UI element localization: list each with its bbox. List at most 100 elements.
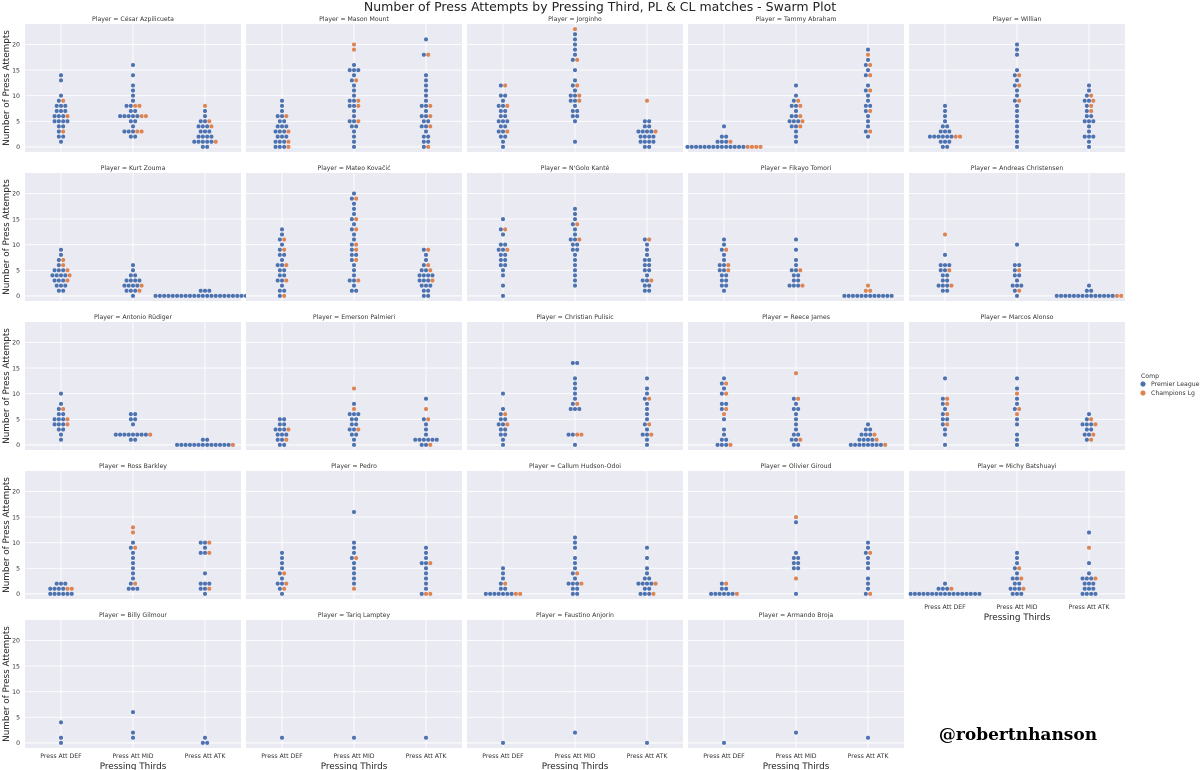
swarm-point-premier-league [645,437,649,442]
swarm-point-premier-league [59,73,63,78]
swarm-point-premier-league [498,412,503,417]
swarm-point-premier-league [794,93,798,98]
panel-olivier-giroud: Player = Olivier Giroud [688,463,904,599]
swarm-point-premier-league [203,109,207,114]
swarm-point-premier-league [1087,412,1091,417]
swarm-point-premier-league [1084,288,1089,293]
swarm-point-premier-league [796,283,801,288]
swarm-point-premier-league [347,119,352,124]
swarm-point-premier-league [131,730,135,735]
swarm-point-premier-league [501,391,505,396]
swarm-point-champions-lg [284,437,289,442]
swarm-point-premier-league [568,407,573,412]
swarm-point-premier-league [794,139,798,144]
swarm-point-champions-lg [503,412,508,417]
swarm-point-premier-league [960,591,965,596]
swarm-point-premier-league [280,576,284,581]
swarm-point-premier-league [54,103,59,108]
swarm-point-champions-lg [354,556,359,561]
swarm-point-premier-league [419,442,424,447]
y-tick-label: 15 [12,663,20,670]
swarm-point-premier-league [280,437,284,442]
swarm-point-premier-league [277,129,282,134]
swarm-point-premier-league [417,437,422,442]
swarm-point-premier-league [645,129,649,134]
x-tick-label: Press Att ATK [406,753,448,760]
swarm-point-premier-league [1087,98,1091,103]
swarm-point-premier-league [636,129,641,134]
x-tick-label: Press Att MID [996,604,1037,611]
swarm-point-premier-league [356,412,361,417]
swarm-point-premier-league [794,134,798,139]
swarm-point-premier-league [647,591,652,596]
swarm-point-premier-league [501,144,505,149]
swarm-point-premier-league [424,98,428,103]
swarm-point-premier-league [198,288,203,293]
x-axis-label: Pressing Thirds [542,762,609,770]
swarm-point-premier-league [573,386,577,391]
swarm-point-premier-league [722,263,726,268]
swarm-point-premier-league [570,401,575,406]
swarm-point-champions-lg [131,530,135,535]
swarm-point-premier-league [352,735,356,740]
swarm-point-premier-league [943,263,947,268]
swarm-point-premier-league [861,437,866,442]
swarm-point-premier-league [59,720,63,725]
swarm-point-premier-league [280,591,284,596]
swarm-point-premier-league [1015,396,1019,401]
swarm-point-premier-league [1015,47,1019,52]
swarm-point-champions-lg [67,273,72,278]
swarm-point-premier-league [59,740,63,745]
swarm-point-premier-league [866,47,870,52]
swarm-point-premier-league [128,417,133,422]
swarm-point-premier-league [719,391,724,396]
swarm-point-champions-lg [503,227,508,232]
swarm-point-champions-lg [722,412,726,417]
swarm-point-premier-league [921,591,926,596]
swarm-point-premier-league [791,273,796,278]
swarm-point-premier-league [421,293,426,298]
swarm-point-premier-league [724,278,729,283]
swarm-point-premier-league [205,144,210,149]
swarm-point-premier-league [638,591,643,596]
panel-title: Player = Andreas Christensen [971,165,1064,172]
swarm-point-premier-league [280,581,284,586]
panel-tariq-lamptey: Player = Tariq Lamptey Press Att DEF Press… [246,612,462,770]
y-tick-label: 0 [16,144,20,151]
swarm-point-champions-lg [207,119,212,124]
y-tick-label: 10 [12,540,20,547]
panel-andreas-christensen: Player = Andreas Christensen [909,165,1125,301]
swarm-point-premier-league [575,114,580,119]
swarm-point-premier-league [496,129,501,134]
swarm-point-champions-lg [1017,73,1022,78]
swarm-point-premier-league [352,191,356,196]
swarm-point-champions-lg [1087,545,1091,550]
swarm-point-premier-league [59,735,63,740]
swarm-point-premier-league [501,129,505,134]
swarm-point-premier-league [642,268,647,273]
swarm-point-premier-league [1097,293,1102,298]
swarm-point-premier-league [1084,114,1089,119]
swarm-point-champions-lg [868,288,873,293]
x-axis-label: Pressing Thirds [321,762,388,770]
swarm-point-premier-league [938,268,943,273]
swarm-point-premier-league [1012,273,1017,278]
y-tick-label: 5 [16,565,20,572]
swarm-point-premier-league [498,83,503,88]
swarm-point-premier-league [501,437,505,442]
x-axis-label: Pressing Thirds [100,762,167,770]
swarm-point-premier-league [651,134,656,139]
swarm-point-premier-league [570,242,575,247]
swarm-point-premier-league [424,252,428,257]
swarm-point-premier-league [284,432,289,437]
swarm-point-champions-lg [647,422,652,427]
swarm-point-champions-lg [754,144,759,149]
swarm-point-champions-lg [356,119,361,124]
swarm-point-premier-league [498,134,503,139]
swarm-point-premier-league [354,432,359,437]
swarm-point-premier-league [498,258,503,263]
swarm-point-premier-league [352,561,356,566]
swarm-point-premier-league [424,422,428,427]
swarm-point-premier-league [1017,581,1022,586]
swarm-point-premier-league [133,273,138,278]
